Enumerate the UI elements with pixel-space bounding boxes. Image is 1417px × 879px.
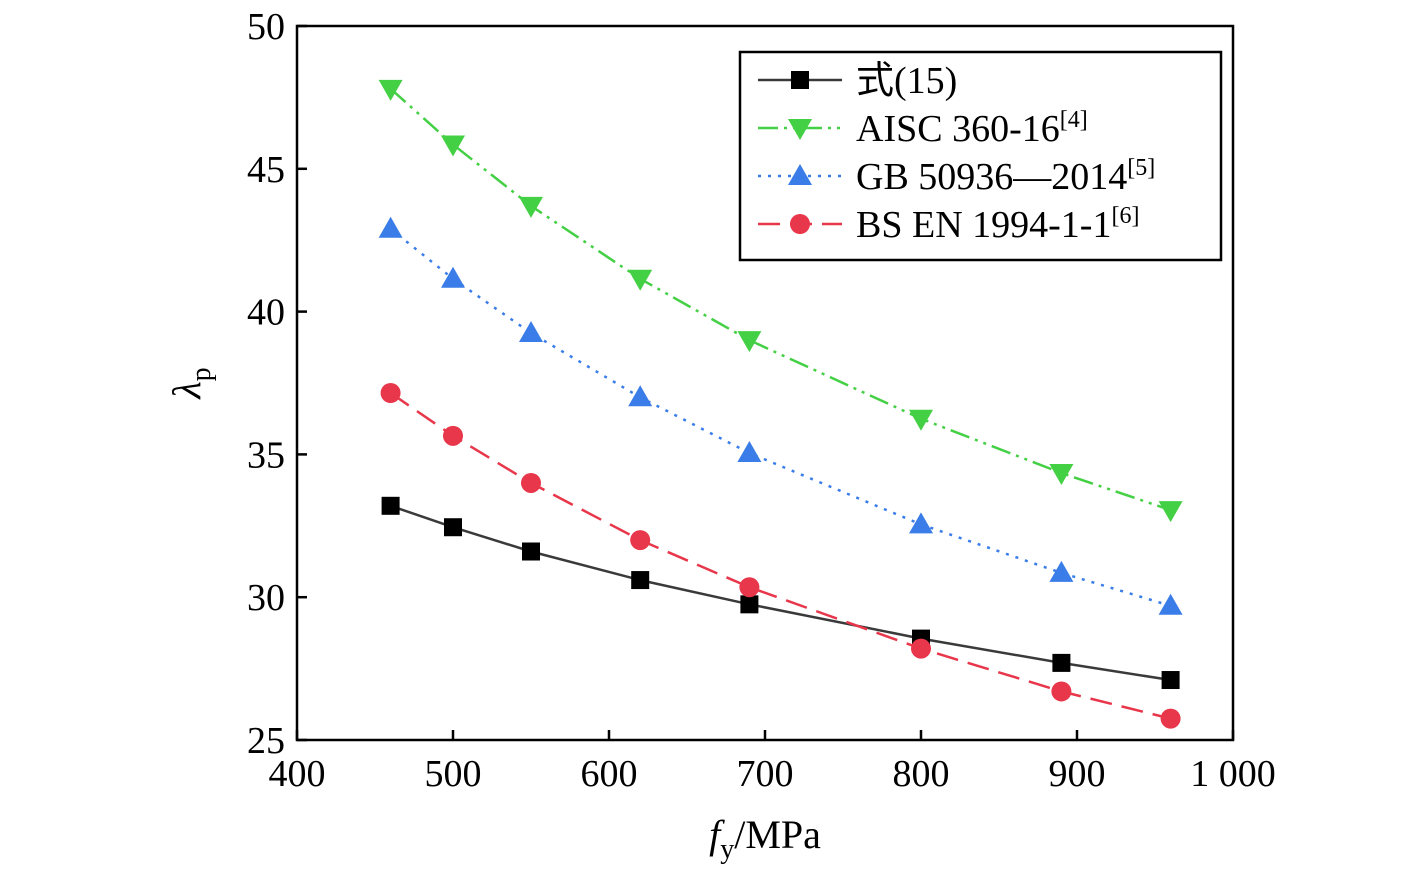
- data-point: [1049, 560, 1074, 582]
- y-tick-label: 25: [247, 720, 285, 762]
- legend-marker: [788, 119, 812, 140]
- data-point: [1160, 708, 1181, 729]
- x-tick-label: 400: [269, 753, 326, 795]
- x-axis-label: fy/MPa: [709, 812, 821, 865]
- series-3: [380, 382, 1181, 729]
- axis-layer: 400 500 600 700 800 900 1 000 25 30 35 40 45 50: [247, 6, 1276, 795]
- data-point: [737, 331, 762, 353]
- data-point: [1052, 653, 1071, 672]
- data-point: [441, 266, 465, 288]
- legend-marker: [791, 71, 809, 89]
- y-tick-label: 50: [247, 6, 285, 48]
- series-2: [378, 216, 1183, 615]
- data-point: [628, 269, 653, 291]
- y-tick-label: 40: [247, 292, 285, 334]
- data-point: [443, 425, 463, 446]
- data-point: [911, 638, 931, 659]
- x-tick-label: 1 000: [1190, 753, 1276, 795]
- data-point: [630, 530, 651, 551]
- series-1: [378, 79, 1183, 523]
- data-point: [378, 79, 403, 101]
- data-point: [519, 321, 543, 343]
- data-point: [1158, 593, 1183, 615]
- series-0: [381, 496, 1180, 690]
- y-tick-label: 35: [247, 434, 285, 476]
- data-point: [1051, 681, 1072, 702]
- y-tick-label: 30: [247, 577, 285, 619]
- series-line: [389, 227, 1171, 607]
- data-point: [380, 382, 401, 403]
- data-point: [519, 196, 543, 218]
- data-point: [381, 496, 400, 515]
- data-point: [441, 135, 465, 157]
- data-point: [1161, 671, 1180, 690]
- legend-box: [738, 50, 1223, 262]
- series-layer: [378, 79, 1183, 729]
- y-tick-label: 45: [247, 149, 285, 191]
- legend-marker: [788, 164, 812, 185]
- legend-label: AISC 360-16[4]: [856, 107, 1088, 150]
- data-point: [378, 216, 403, 238]
- y-axis-label: λp: [164, 367, 217, 399]
- data-point: [631, 571, 650, 590]
- data-point: [909, 512, 933, 534]
- data-point: [522, 542, 540, 561]
- data-point: [628, 385, 653, 407]
- data-point: [1158, 501, 1183, 523]
- legend-label: BS EN 1994-1-1[6]: [856, 203, 1139, 246]
- data-point: [737, 440, 762, 462]
- legend-marker: [790, 214, 810, 234]
- series-line: [389, 87, 1172, 512]
- data-point: [521, 472, 541, 493]
- x-tick-label: 800: [893, 753, 950, 795]
- data-point: [740, 595, 759, 614]
- series-line: [390, 504, 1171, 682]
- x-tick-label: 700: [737, 753, 794, 795]
- x-tick-label: 500: [425, 753, 482, 795]
- data-point: [444, 518, 462, 537]
- data-point: [739, 577, 760, 598]
- legend-label: 式(15): [856, 60, 957, 102]
- data-point: [909, 409, 933, 431]
- series-line: [389, 391, 1171, 720]
- legend-label: GB 50936—2014[5]: [856, 155, 1155, 198]
- x-tick-label: 900: [1049, 753, 1106, 795]
- x-tick-label: 600: [581, 753, 638, 795]
- legend: 式(15) AISC 360-16[4] GB 50936—2014[5] BS EN…: [738, 50, 1223, 262]
- data-point: [1049, 463, 1074, 485]
